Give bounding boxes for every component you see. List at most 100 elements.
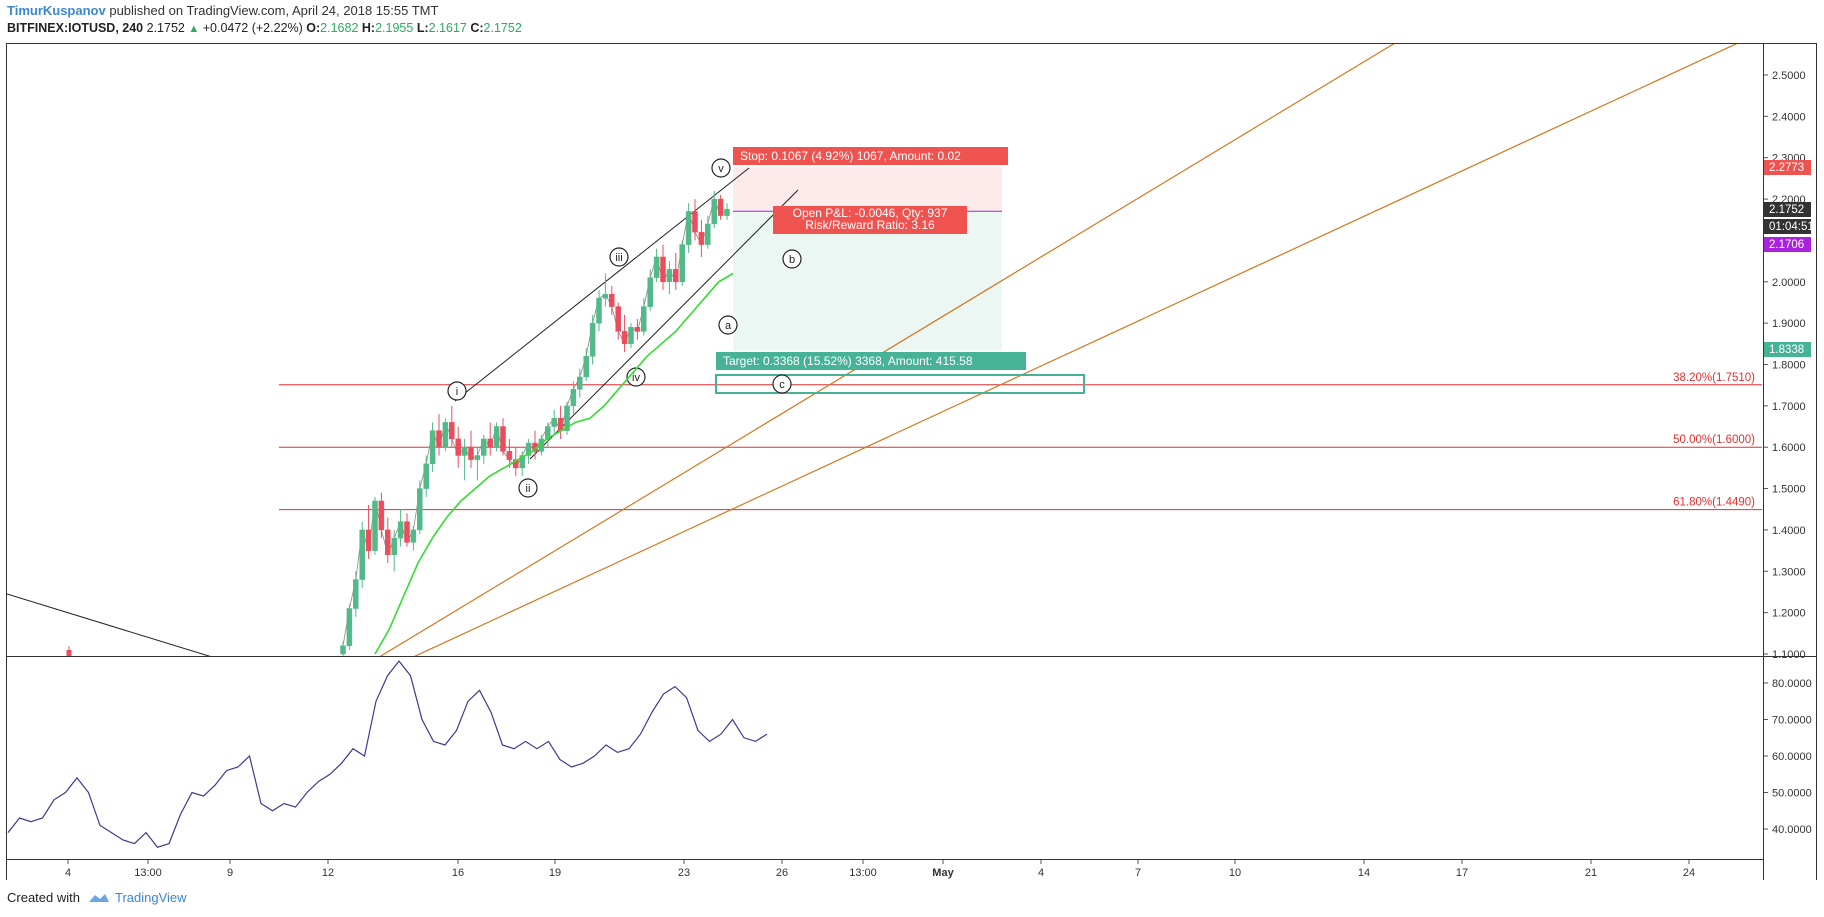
created-with-text: Created with [7,890,80,905]
publish-info: TimurKuspanov published on TradingView.c… [7,3,438,18]
stop-price-tag: 2.2773 [1769,162,1804,174]
candle-body [410,529,417,543]
wave-label-circle [518,478,538,498]
wave-label-circle [772,374,792,394]
candle-body [698,231,705,245]
price-tick-label: 2.5000 [1772,70,1806,82]
wave-label: a [725,320,732,332]
time-tick-label: 26 [776,867,788,879]
wave-c-target-box [715,374,1085,394]
candle-body [666,269,673,283]
wave-label: iii [615,252,622,264]
downtrend-line [7,593,211,656]
time-tick-label: 24 [1683,867,1695,879]
candle-body [577,376,583,390]
candle-body [570,389,577,407]
candle-body [609,293,615,307]
risk-reward-label: Risk/Reward Ratio: 3.16 [805,218,935,232]
candle-body [481,438,487,456]
candle-body [583,355,589,378]
bar-countdown-tag-box [1764,219,1811,234]
candle-body [596,298,602,324]
candle-body [391,537,397,555]
price-tick-label: 1.4000 [1772,525,1806,537]
wave-label-circle [782,249,802,269]
target-label: Target: 0.3368 (15.52%) 3368, Amount: 41… [723,354,973,368]
low-label: L: [416,21,429,35]
candle-body [564,405,570,431]
time-axis[interactable]: 4 13:00 9 12 16 19 23 26 13:00 May 4 7 10 14 17 21 24 [65,860,1695,879]
wave-label: iv [632,372,640,384]
candle-body [557,418,564,431]
price-tick-label: 1.1000 [1772,649,1806,661]
channel-lower-line [529,189,799,460]
symbol-label[interactable]: BITFINEX:IOTUSD, 240 [7,21,144,35]
wave-label-circle [718,315,738,335]
rsi-tick-label: 40.0000 [1772,824,1812,836]
rsi-layer [7,660,768,848]
price-tick-label: 2.0000 [1772,277,1806,289]
close-value: 2.1752 [483,21,522,35]
stop-zone [733,167,1002,212]
rsi-tick-label: 80.0000 [1772,678,1812,690]
close-label: C: [470,21,484,35]
drawings-layer: 38.20%(1.7510) 50.00%(1.6000) 61.80%(1.449… [7,44,1762,656]
last-price: 2.1752 [146,21,185,35]
tradingview-link[interactable]: TradingView [88,890,187,905]
candle-body [647,277,653,307]
candle-body [429,430,436,465]
footer: Created with TradingView [7,890,187,905]
price-tick-label: 2.4000 [1772,111,1806,123]
entry-price-tag: 2.1706 [1769,239,1804,251]
author-link[interactable]: TimurKuspanov [7,3,106,18]
wave-label: i [456,386,458,398]
up-arrow-icon: ▲ [188,23,200,35]
candle-body [487,438,493,448]
time-tick-label: 4 [1038,867,1044,879]
fib-level-label: 38.20%(1.7510) [1673,372,1755,384]
candle-body [397,521,404,539]
entry-price-tag-box [1764,237,1811,252]
candle-body [340,645,346,655]
candle-body [346,608,353,646]
time-tick-label: 17 [1456,867,1468,879]
price-axis[interactable]: 2.50002.40002.30002.20002.10002.00001.90… [1764,70,1806,661]
pnl-label: Open P&L: -0.0046, Qty: 937 [793,206,948,220]
fib-level-label: 50.00%(1.6000) [1673,434,1755,446]
time-tick-label: 13:00 [134,867,162,879]
candle-body [673,269,679,283]
chart-area[interactable]: 2.50002.40002.30002.20002.10002.00001.90… [0,0,1824,880]
tradingview-brand-label: TradingView [114,890,187,905]
time-tick-label: 23 [678,867,690,879]
candle-body [449,422,455,440]
high-value: 2.1955 [375,21,414,35]
wave-label: ii [526,483,531,495]
candle-body [724,209,730,216]
fib-level-label: 61.80%(1.4490) [1673,497,1755,509]
tradingview-logo-icon [88,893,109,902]
candle-body [641,306,647,332]
time-tick-label: 10 [1229,867,1241,879]
bar-countdown-tag: 01:04:51 [1769,221,1814,233]
wave-label: v [718,163,724,175]
candle-body [474,455,481,460]
time-tick-label: 19 [549,867,561,879]
candle-body [417,488,423,531]
candle-body [692,211,698,233]
wave-label-circle [609,247,629,267]
fan-line-shallow [413,44,1738,656]
candle-body [589,322,596,357]
high-label: H: [361,21,376,35]
time-tick-label: 14 [1358,867,1370,879]
candle-body [653,256,660,278]
price-tick-label: 1.9000 [1772,318,1806,330]
candle-body [711,198,717,225]
candle-body [385,529,391,555]
rsi-axis[interactable]: 80.0000 70.0000 60.0000 50.0000 40.0000 [1764,678,1812,836]
time-tick-label: 9 [227,867,233,879]
price-tick-label: 1.8000 [1772,359,1806,371]
candle-body [705,223,711,245]
wave-label: b [789,254,795,266]
time-tick-label: 13:00 [849,867,877,879]
price-tick-label: 1.7000 [1772,401,1806,413]
